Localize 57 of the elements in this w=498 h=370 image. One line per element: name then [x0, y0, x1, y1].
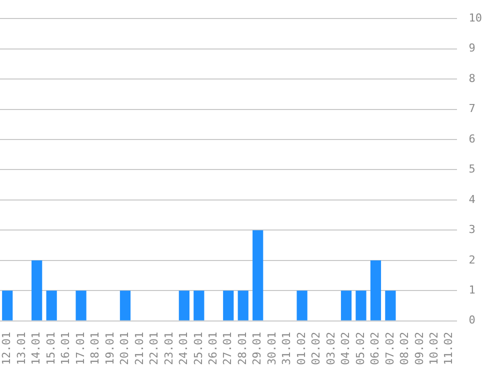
y-tick-label: 5 [468, 162, 476, 176]
x-tick-label: 29.01 [250, 332, 264, 366]
bar [194, 290, 204, 320]
bar [76, 290, 86, 320]
x-tick-label: 19.01 [103, 332, 116, 366]
y-tick-label: 9 [468, 42, 476, 55]
bar [370, 260, 382, 320]
x-tick-label: 20.01 [118, 332, 132, 366]
x-tick-label: 07.02 [383, 332, 396, 366]
x-tick-label: 22.01 [148, 332, 161, 366]
x-tick-label: 04.02 [339, 332, 352, 366]
x-tick-label: 17.01 [74, 332, 87, 366]
bar [296, 290, 308, 320]
x-tick-label: 12.01 [0, 332, 14, 366]
bar [238, 290, 248, 320]
bar [252, 230, 264, 320]
bar [32, 260, 42, 320]
x-tick-label: 13.01 [14, 332, 28, 366]
x-tick-label: 15.01 [44, 332, 58, 366]
bar [385, 290, 396, 320]
bar [340, 290, 352, 320]
bar [2, 290, 13, 320]
x-tick-label: 09.02 [412, 332, 426, 366]
y-tick-label: 1 [468, 284, 476, 297]
x-tick-label: 14.01 [30, 332, 43, 366]
x-tick-label: 10.02 [428, 332, 441, 366]
x-tick-label: 23.01 [162, 332, 176, 366]
y-tick-label: 3 [468, 223, 476, 236]
bar [178, 290, 190, 320]
x-tick-label: 25.01 [192, 332, 205, 366]
y-tick-label: 2 [468, 253, 476, 266]
x-tick-label: 02.02 [310, 332, 323, 366]
x-tick-label: 05.02 [354, 332, 367, 366]
y-tick-label: 0 [468, 314, 476, 327]
x-tick-label: 24.01 [177, 332, 190, 366]
y-tick-label: 6 [468, 132, 476, 146]
x-tick-label: 03.02 [324, 332, 338, 366]
x-tick-label: 21.01 [132, 332, 146, 366]
y-tick-label: 4 [468, 192, 476, 206]
x-tick-label: 31.01 [280, 332, 294, 366]
x-tick-label: 08.02 [398, 332, 412, 366]
y-tick-label: 10 [468, 11, 482, 24]
y-tick-label: 7 [468, 102, 476, 116]
x-tick-label: 26.01 [206, 332, 220, 366]
x-tick-label: 18.01 [88, 332, 102, 366]
y-tick-label: 8 [468, 72, 476, 85]
bar [46, 290, 57, 320]
x-tick-label: 30.01 [265, 332, 278, 366]
bar [223, 290, 234, 320]
bar [120, 290, 131, 320]
x-tick-label: 28.01 [236, 332, 249, 366]
x-tick-label: 01.02 [294, 332, 308, 366]
x-tick-label: 06.02 [368, 332, 382, 366]
x-tick-label: 27.01 [221, 332, 234, 366]
x-tick-label: 16.01 [59, 332, 72, 366]
bar [356, 290, 366, 320]
x-tick-label: 11.02 [442, 332, 456, 366]
